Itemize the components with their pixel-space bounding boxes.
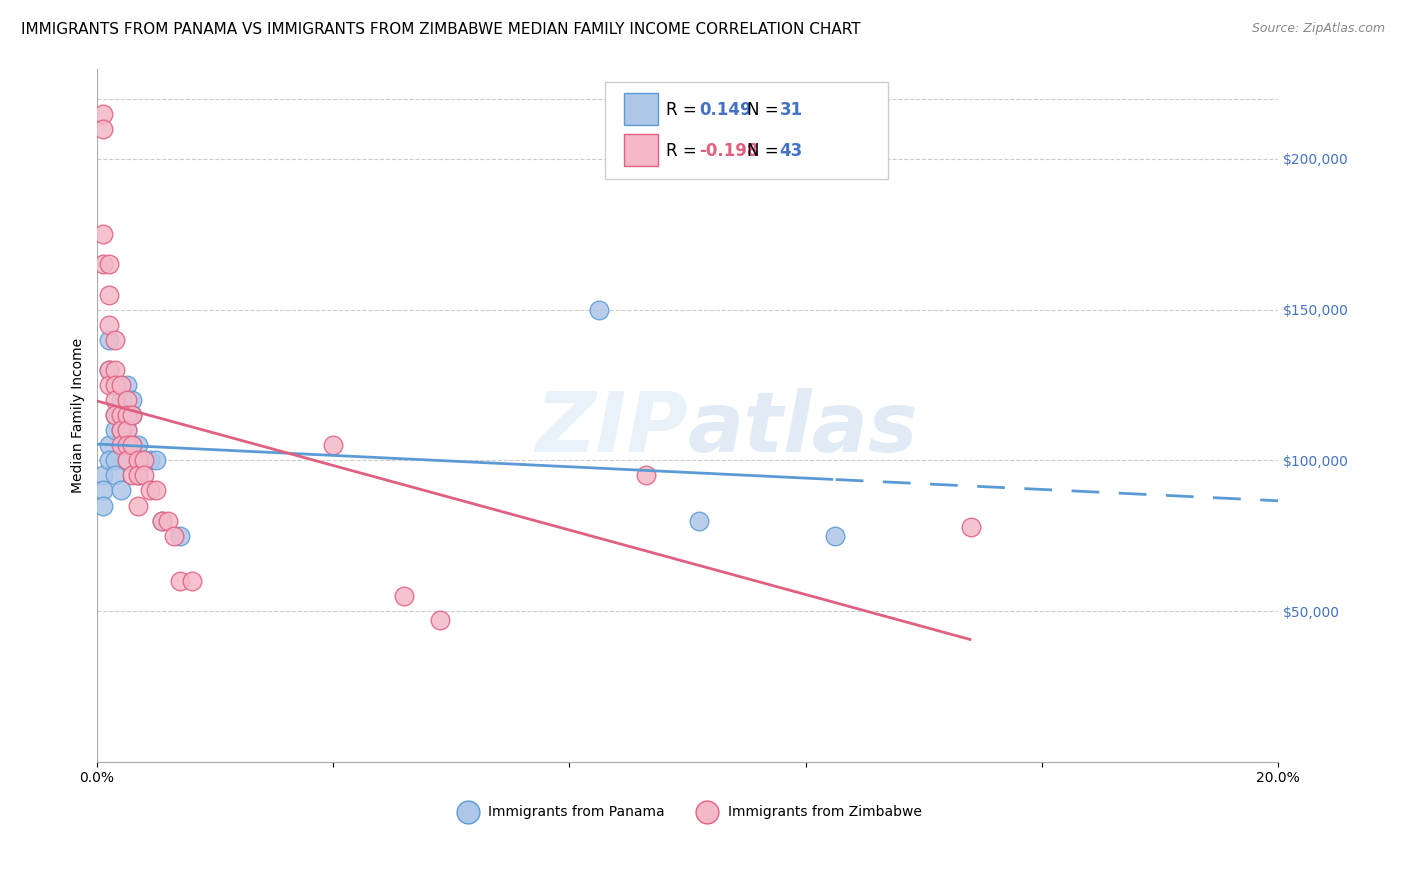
Point xyxy=(121,408,143,422)
Point xyxy=(115,378,138,392)
Point xyxy=(97,438,120,452)
Point xyxy=(169,529,191,543)
Point xyxy=(134,468,156,483)
Point xyxy=(91,468,114,483)
Point xyxy=(121,392,143,407)
Point xyxy=(110,408,132,422)
Point xyxy=(115,453,138,467)
Point xyxy=(97,287,120,301)
Point xyxy=(139,453,162,467)
Point xyxy=(110,423,132,437)
FancyBboxPatch shape xyxy=(624,93,658,125)
Text: ZIP: ZIP xyxy=(534,389,688,469)
FancyBboxPatch shape xyxy=(605,82,889,179)
Point xyxy=(134,453,156,467)
Point xyxy=(115,438,138,452)
Point xyxy=(97,363,120,377)
Point xyxy=(104,392,127,407)
Point xyxy=(104,453,127,467)
Text: N =: N = xyxy=(747,101,783,119)
Point xyxy=(110,438,132,452)
Point xyxy=(91,121,114,136)
Point xyxy=(104,363,127,377)
Y-axis label: Median Family Income: Median Family Income xyxy=(72,337,86,492)
Point xyxy=(91,257,114,271)
Point xyxy=(960,519,983,533)
Point xyxy=(636,468,658,483)
Text: R =: R = xyxy=(666,142,703,160)
Point xyxy=(127,499,149,513)
Point xyxy=(97,453,120,467)
Point xyxy=(110,378,132,392)
Point xyxy=(180,574,202,588)
Point xyxy=(115,453,138,467)
Point xyxy=(104,408,127,422)
Text: -0.198: -0.198 xyxy=(699,142,759,160)
Text: IMMIGRANTS FROM PANAMA VS IMMIGRANTS FROM ZIMBABWE MEDIAN FAMILY INCOME CORRELAT: IMMIGRANTS FROM PANAMA VS IMMIGRANTS FRO… xyxy=(21,22,860,37)
Point xyxy=(97,318,120,332)
Point xyxy=(127,468,149,483)
Point xyxy=(322,438,344,452)
Point xyxy=(115,423,138,437)
FancyBboxPatch shape xyxy=(624,134,658,166)
Point xyxy=(121,438,143,452)
Point xyxy=(110,483,132,498)
Text: R =: R = xyxy=(666,101,703,119)
Text: 31: 31 xyxy=(780,101,803,119)
Point xyxy=(150,514,173,528)
Legend: Immigrants from Panama, Immigrants from Zimbabwe: Immigrants from Panama, Immigrants from … xyxy=(449,799,927,824)
Point xyxy=(145,483,167,498)
Point xyxy=(156,514,179,528)
Point xyxy=(97,257,120,271)
Point xyxy=(91,483,114,498)
Point xyxy=(127,453,149,467)
Text: Source: ZipAtlas.com: Source: ZipAtlas.com xyxy=(1251,22,1385,36)
Point xyxy=(150,514,173,528)
Point xyxy=(392,589,415,603)
Text: 43: 43 xyxy=(780,142,803,160)
Point xyxy=(169,574,191,588)
Point xyxy=(127,468,149,483)
Point xyxy=(688,514,710,528)
Text: atlas: atlas xyxy=(688,389,918,469)
Point xyxy=(163,529,186,543)
Point xyxy=(127,438,149,452)
Point xyxy=(110,392,132,407)
Point xyxy=(824,529,846,543)
Point xyxy=(91,227,114,242)
Text: N =: N = xyxy=(747,142,783,160)
Point xyxy=(104,333,127,347)
Point xyxy=(134,453,156,467)
Point xyxy=(91,499,114,513)
Point xyxy=(588,302,610,317)
Point xyxy=(145,453,167,467)
Point xyxy=(97,333,120,347)
Point xyxy=(121,438,143,452)
Point xyxy=(104,408,127,422)
Point xyxy=(121,408,143,422)
Point xyxy=(429,613,451,627)
Point xyxy=(139,483,162,498)
Point xyxy=(97,363,120,377)
Point xyxy=(97,378,120,392)
Point xyxy=(104,423,127,437)
Point xyxy=(115,408,138,422)
Point xyxy=(115,392,138,407)
Point xyxy=(91,107,114,121)
Point xyxy=(121,468,143,483)
Point xyxy=(115,423,138,437)
Point xyxy=(104,378,127,392)
Text: 0.149: 0.149 xyxy=(699,101,752,119)
Point xyxy=(110,423,132,437)
Point xyxy=(104,468,127,483)
